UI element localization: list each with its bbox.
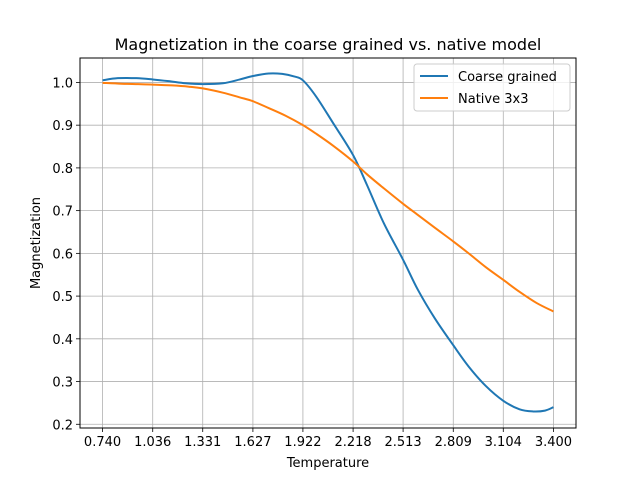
x-tick-label: 3.400 <box>535 435 572 450</box>
x-tick-label: 2.513 <box>384 435 421 450</box>
series-lines <box>102 72 554 413</box>
y-axis-label: Magnetization <box>29 197 44 289</box>
chart-title: Magnetization in the coarse grained vs. … <box>115 35 542 54</box>
y-tick-label: 0.9 <box>52 119 73 134</box>
x-axis-label: Temperature <box>286 456 369 471</box>
legend: Coarse grained Native 3x3 <box>413 63 571 112</box>
y-tick-label: 0.2 <box>52 418 73 433</box>
y-tick-label: 0.3 <box>52 376 73 391</box>
series-line-1 <box>102 81 554 313</box>
axes: 0.740 1.036 1.331 1.627 1.922 2.218 2.513 2.809… <box>52 76 572 450</box>
plot-frame <box>79 57 577 429</box>
x-tick-label: 1.922 <box>284 435 321 450</box>
x-tick-label: 1.331 <box>184 435 221 450</box>
legend-label: Native 3x3 <box>458 92 528 107</box>
series-line-0 <box>102 72 554 413</box>
x-tick-label: 2.218 <box>334 435 371 450</box>
y-tick-label: 0.4 <box>52 333 73 348</box>
y-tick-label: 0.5 <box>52 290 73 305</box>
legend-box <box>413 63 571 112</box>
x-tick-label: 0.740 <box>84 435 121 450</box>
x-tick-label: 1.036 <box>134 435 171 450</box>
y-tick-label: 1.0 <box>52 76 73 91</box>
y-tick-label: 0.7 <box>52 205 73 220</box>
x-tick-label: 3.104 <box>485 435 522 450</box>
x-tick-label: 1.627 <box>234 435 271 450</box>
y-tick-label: 0.8 <box>52 162 73 177</box>
x-tick-label: 2.809 <box>435 435 472 450</box>
legend-label: Coarse grained <box>458 70 557 85</box>
y-tick-label: 0.6 <box>52 247 73 262</box>
